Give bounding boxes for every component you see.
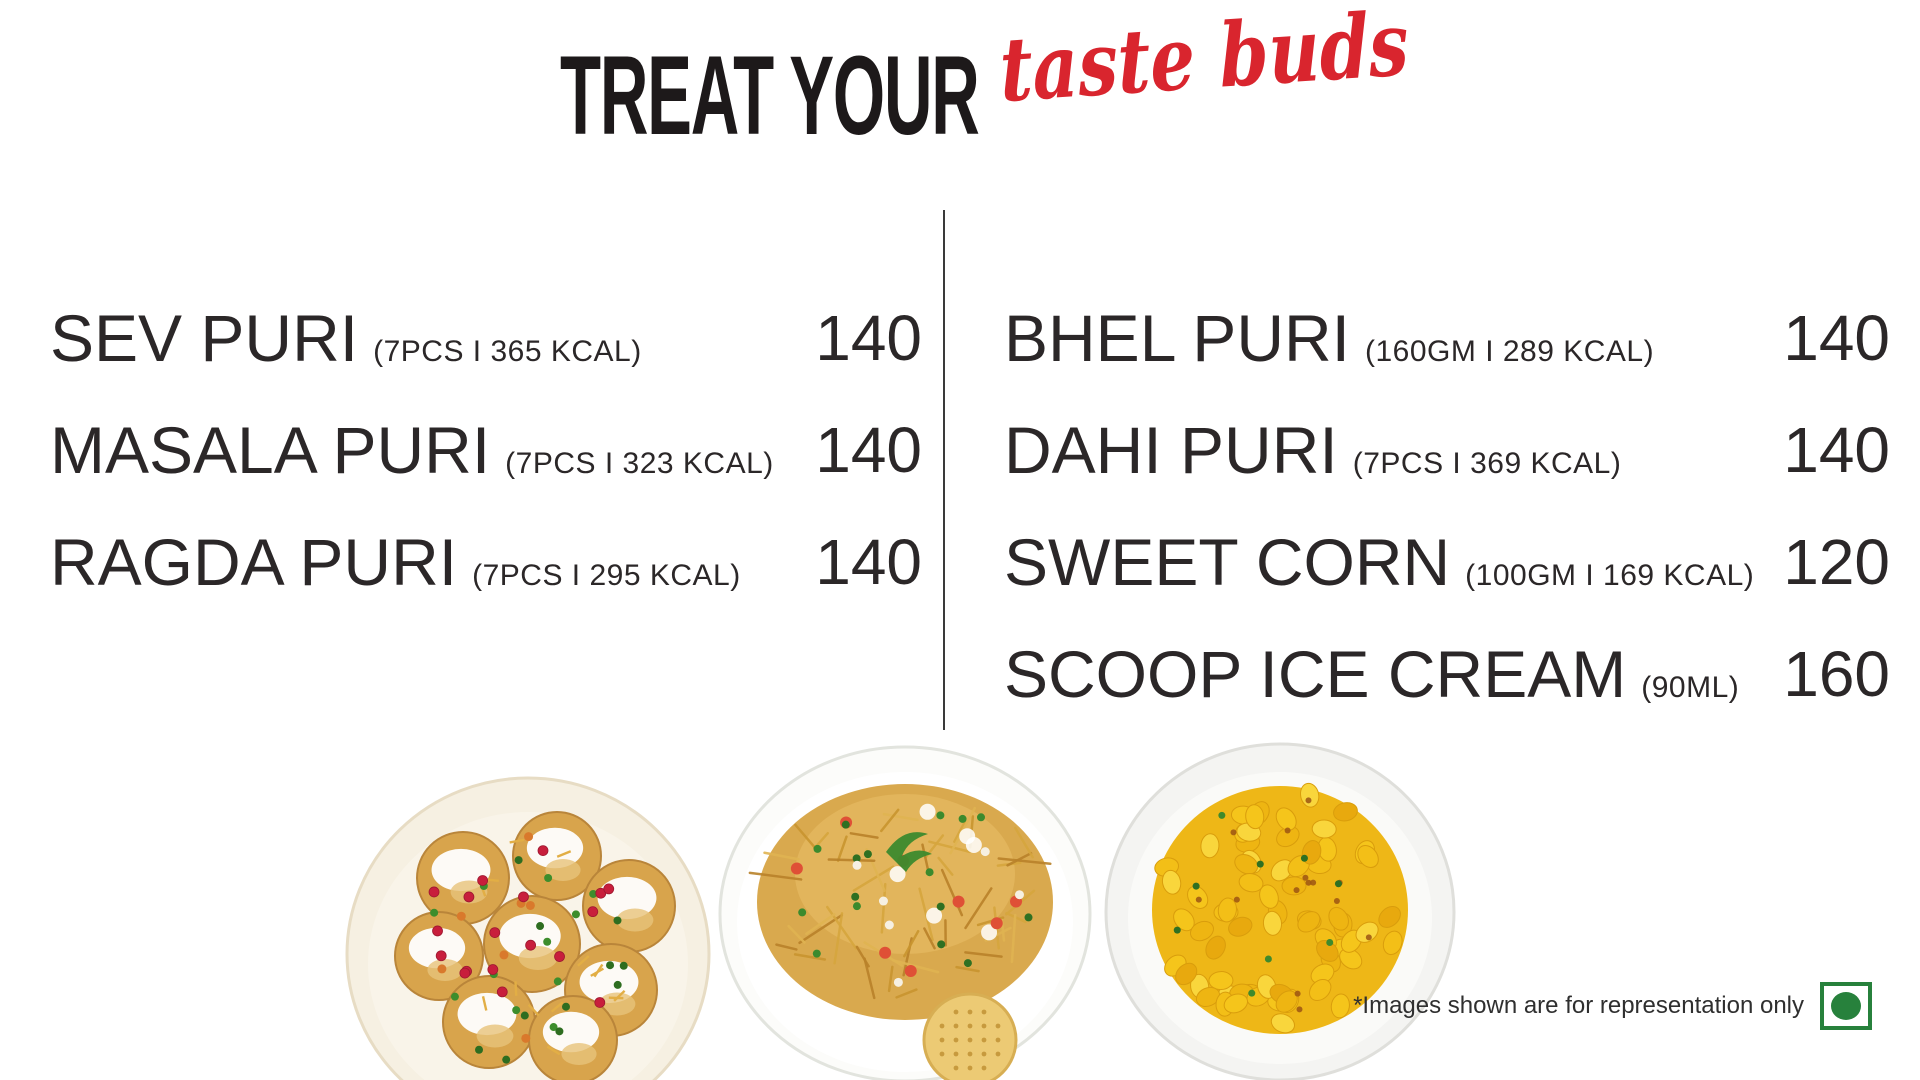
footer: *Images shown are for representation onl… — [1353, 982, 1872, 1030]
item-detail: (7PCS I 295 KCAL) — [472, 559, 741, 592]
bhel-puri-plate-image — [718, 745, 1092, 1080]
item-price: 140 — [815, 302, 922, 374]
item-name: SEV PURI — [50, 301, 359, 375]
menu-item-bhel-puri: BHEL PURI (160GM I 289 KCAL) 140 — [1004, 282, 1890, 394]
representation-note: *Images shown are for representation onl… — [1353, 992, 1804, 1019]
item-detail: (160GM I 289 KCAL) — [1364, 335, 1655, 368]
item-detail: (100GM I 169 KCAL) — [1465, 559, 1755, 592]
menu-item-masala-puri: MASALA PURI (7PCS I 323 KCAL) 140 — [50, 394, 922, 506]
menu-item-ragda-puri: RAGDA PURI (7PCS I 295 KCAL) 140 — [50, 506, 922, 618]
veg-indicator-icon — [1820, 982, 1872, 1030]
item-name: DAHI PURI — [1004, 413, 1338, 487]
menu-item-dahi-puri: DAHI PURI (7PCS I 369 KCAL) 140 — [1004, 394, 1890, 506]
item-name: MASALA PURI — [50, 413, 491, 487]
item-detail: (7PCS I 323 KCAL) — [505, 447, 774, 480]
menu-right-column: BHEL PURI (160GM I 289 KCAL) 140 DAHI PU… — [1004, 282, 1890, 730]
item-name: SWEET CORN — [1004, 525, 1451, 599]
item-price: 160 — [1783, 638, 1890, 710]
item-price: 140 — [1783, 302, 1890, 374]
page-title: TREAT YOUR — [560, 33, 980, 158]
item-price: 140 — [1783, 414, 1890, 486]
column-divider — [943, 210, 945, 730]
item-detail: (7PCS I 365 KCAL) — [373, 335, 642, 368]
item-price: 140 — [815, 414, 922, 486]
item-detail: (90ML) — [1641, 671, 1740, 704]
item-name: BHEL PURI — [1004, 301, 1350, 375]
menu-item-sev-puri: SEV PURI (7PCS I 365 KCAL) 140 — [50, 282, 922, 394]
item-detail: (7PCS I 369 KCAL) — [1352, 447, 1622, 480]
page-title-accent: taste buds — [997, 0, 1411, 122]
menu-left-column: SEV PURI (7PCS I 365 KCAL) 140 MASALA PU… — [50, 282, 922, 618]
item-price: 120 — [1783, 526, 1890, 598]
menu-item-sweet-corn: SWEET CORN (100GM I 169 KCAL) 120 — [1004, 506, 1890, 618]
item-name: SCOOP ICE CREAM — [1004, 637, 1627, 711]
menu-item-scoop-ice-cream: SCOOP ICE CREAM (90ML) 160 — [1004, 618, 1890, 730]
sweet-corn-plate-image — [1104, 742, 1456, 1080]
item-price: 140 — [815, 526, 922, 598]
sev-puri-plate-image — [345, 776, 711, 1080]
veg-dot — [1831, 992, 1861, 1020]
item-name: RAGDA PURI — [50, 525, 458, 599]
